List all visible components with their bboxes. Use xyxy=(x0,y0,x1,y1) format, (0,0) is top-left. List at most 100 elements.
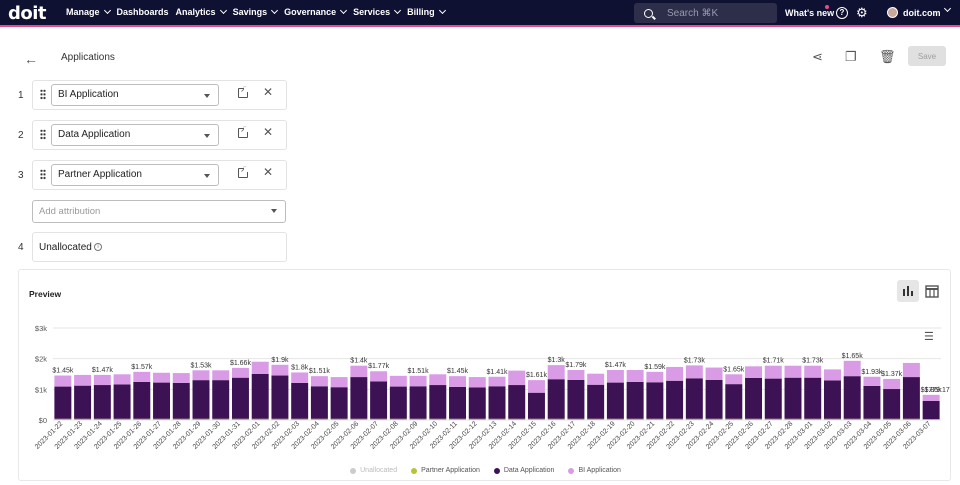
bar-segment[interactable] xyxy=(350,365,368,378)
bar-segment[interactable] xyxy=(764,378,782,419)
bar-segment[interactable] xyxy=(587,384,605,419)
bar-segment[interactable] xyxy=(823,418,841,420)
bar-segment[interactable] xyxy=(192,370,210,381)
bar-segment[interactable] xyxy=(389,386,407,419)
bar-segment[interactable] xyxy=(192,380,210,419)
bar-segment[interactable] xyxy=(251,374,269,419)
open-in-new-icon[interactable] xyxy=(238,164,249,178)
bar-segment[interactable] xyxy=(409,418,427,420)
bar-segment[interactable] xyxy=(231,367,249,378)
bar-segment[interactable] xyxy=(231,377,249,419)
table-view-toggle[interactable] xyxy=(921,280,943,302)
bar-segment[interactable] xyxy=(153,372,171,383)
bar-segment[interactable] xyxy=(863,376,881,386)
bar-segment[interactable] xyxy=(468,377,486,388)
bar-segment[interactable] xyxy=(725,374,743,385)
save-button[interactable]: Save xyxy=(908,46,946,66)
bar-segment[interactable] xyxy=(606,382,624,419)
bar-segment[interactable] xyxy=(488,386,506,419)
bar-segment[interactable] xyxy=(784,418,802,420)
bar-segment[interactable] xyxy=(745,366,763,378)
bar-segment[interactable] xyxy=(310,376,328,387)
bar-segment[interactable] xyxy=(212,370,230,381)
bar-segment[interactable] xyxy=(843,360,861,377)
bar-segment[interactable] xyxy=(784,365,802,378)
legend-item[interactable]: BI Application xyxy=(568,467,621,474)
bar-segment[interactable] xyxy=(172,382,190,419)
bar-segment[interactable] xyxy=(764,418,782,420)
bar-segment[interactable] xyxy=(804,365,822,378)
bar-segment[interactable] xyxy=(172,373,190,383)
account-name[interactable]: doit.com xyxy=(903,8,941,18)
bar-segment[interactable] xyxy=(883,418,901,420)
bar-segment[interactable] xyxy=(666,380,684,419)
bar-segment[interactable] xyxy=(606,370,624,383)
bar-segment[interactable] xyxy=(527,392,545,419)
open-in-new-icon[interactable] xyxy=(238,124,249,138)
open-in-new-icon[interactable] xyxy=(238,84,249,98)
bar-segment[interactable] xyxy=(409,375,427,387)
bar-segment[interactable] xyxy=(291,372,309,383)
bar-segment[interactable] xyxy=(685,365,703,379)
bar-segment[interactable] xyxy=(251,361,269,374)
bar-segment[interactable] xyxy=(626,418,644,420)
bar-segment[interactable] xyxy=(310,418,328,420)
legend-item[interactable]: Partner Application xyxy=(411,467,480,474)
whats-new-link[interactable]: What's new xyxy=(785,8,835,18)
add-attribution-select[interactable]: Add attribution xyxy=(32,200,286,223)
trash-icon[interactable]: 🗑 xyxy=(879,49,896,64)
nav-item-billing[interactable]: Billing xyxy=(407,6,446,17)
bar-segment[interactable] xyxy=(745,377,763,419)
bar-segment[interactable] xyxy=(389,375,407,387)
bar-segment[interactable] xyxy=(370,371,388,382)
bar-segment[interactable] xyxy=(646,382,664,419)
close-icon[interactable]: ✕ xyxy=(263,165,274,179)
bar-segment[interactable] xyxy=(804,377,822,419)
nav-item-savings[interactable]: Savings xyxy=(233,6,279,17)
bar-segment[interactable] xyxy=(271,418,289,420)
bar-segment[interactable] xyxy=(449,386,467,419)
bar-segment[interactable] xyxy=(567,418,585,420)
bar-segment[interactable] xyxy=(547,418,565,420)
drag-handle-icon[interactable] xyxy=(40,89,46,100)
bar-segment[interactable] xyxy=(902,362,920,378)
bar-segment[interactable] xyxy=(587,418,605,420)
back-arrow-icon[interactable]: ← xyxy=(24,51,38,67)
bar-segment[interactable] xyxy=(902,377,920,419)
help-icon[interactable]: ? xyxy=(836,7,848,19)
bar-segment[interactable] xyxy=(902,418,920,420)
bar-segment[interactable] xyxy=(153,418,171,420)
bar-segment[interactable] xyxy=(192,418,210,420)
chart-menu-icon[interactable]: ☰ xyxy=(924,331,934,343)
bar-segment[interactable] xyxy=(626,381,644,419)
bar-segment[interactable] xyxy=(922,400,940,420)
bar-segment[interactable] xyxy=(804,418,822,420)
chevron-down-icon[interactable] xyxy=(943,4,952,13)
bar-segment[interactable] xyxy=(231,418,249,420)
bar-segment[interactable] xyxy=(74,385,92,419)
bar-segment[interactable] xyxy=(843,418,861,420)
bar-segment[interactable] xyxy=(685,378,703,419)
drag-handle-icon[interactable] xyxy=(40,129,46,140)
bar-segment[interactable] xyxy=(212,380,230,419)
nav-item-services[interactable]: Services xyxy=(353,6,402,17)
bar-segment[interactable] xyxy=(705,418,723,420)
bar-segment[interactable] xyxy=(527,418,545,420)
bar-segment[interactable] xyxy=(370,418,388,420)
bar-segment[interactable] xyxy=(764,365,782,379)
bar-segment[interactable] xyxy=(646,418,664,420)
bar-segment[interactable] xyxy=(212,418,230,420)
copy-icon[interactable]: ❐ xyxy=(845,49,857,64)
bar-segment[interactable] xyxy=(271,364,289,376)
bar-segment[interactable] xyxy=(863,385,881,419)
bar-segment[interactable] xyxy=(330,377,348,388)
avatar[interactable] xyxy=(887,7,898,18)
bar-segment[interactable] xyxy=(725,418,743,420)
bar-segment[interactable] xyxy=(93,374,111,386)
bar-segment[interactable] xyxy=(567,379,585,419)
bar-segment[interactable] xyxy=(133,371,151,382)
info-icon[interactable]: i xyxy=(94,243,102,251)
bar-segment[interactable] xyxy=(488,418,506,420)
bar-segment[interactable] xyxy=(291,382,309,419)
bar-segment[interactable] xyxy=(113,384,131,419)
